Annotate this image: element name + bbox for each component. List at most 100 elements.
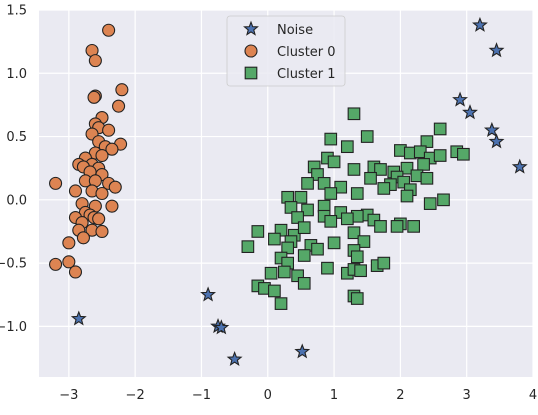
cluster-0-point [95, 186, 109, 201]
cluster-0-point [105, 199, 119, 213]
cluster-1-point [311, 242, 324, 256]
x-tick-label: −1 [192, 388, 211, 403]
cluster-0-point [112, 99, 126, 113]
noise-point [483, 121, 500, 137]
x-tick-label: 3 [463, 388, 471, 403]
cluster-1-point [407, 220, 420, 233]
cluster-1-point [433, 149, 447, 162]
cluster-1-point [350, 250, 364, 264]
cluster-1-point [377, 182, 391, 195]
cluster-1-point [377, 256, 391, 270]
cluster-0-point [108, 180, 122, 194]
x-axis-tick-labels: −3 −2 −1 0 1 2 3 4 [59, 388, 537, 403]
noise-point [472, 16, 488, 32]
x-tick-label: 0 [264, 388, 272, 403]
cluster-0-point [88, 54, 102, 68]
cluster-1-point [400, 189, 414, 203]
noise-point [213, 319, 230, 335]
cluster-1-point [420, 135, 434, 148]
legend-marker-cluster-1 [244, 66, 258, 80]
y-axis-tick-labels: −1.0 −0.5 0.0 0.5 1.0 1.5 [0, 4, 27, 335]
cluster-1-point [277, 265, 291, 279]
cluster-1-point [437, 193, 450, 207]
x-tick-label: 4 [529, 388, 537, 403]
noise-point [200, 286, 217, 302]
cluster-1-point [297, 249, 311, 262]
cluster-0-point [76, 231, 90, 245]
cluster-0-point [115, 83, 129, 97]
cluster-1-point [397, 175, 411, 189]
legend-label: Cluster 0 [277, 45, 336, 60]
noise-point [452, 91, 468, 107]
cluster-1-point [241, 240, 255, 254]
cluster-1-point [360, 130, 374, 143]
cluster-0-point [87, 90, 101, 104]
y-tick-label: −1.0 [0, 320, 27, 335]
cluster-0-point [95, 224, 109, 239]
y-tick-label: 0.0 [6, 193, 27, 208]
legend-label: Cluster 1 [277, 67, 336, 82]
cluster-1-point [364, 171, 377, 185]
noise-point [488, 42, 505, 58]
legend: Noise Cluster 0 Cluster 1 [226, 15, 346, 87]
cluster-1-point [350, 187, 364, 200]
noise-point [226, 350, 243, 367]
cluster-1-point [324, 214, 338, 228]
cluster-0-point [102, 123, 116, 137]
cluster-0-point [62, 236, 76, 250]
data-points [49, 16, 528, 367]
cluster-1-point [297, 277, 311, 290]
cluster-1-point [274, 223, 288, 237]
cluster-1-point [317, 177, 331, 190]
cluster-0-point [105, 142, 119, 156]
cluster-1-point [311, 168, 324, 181]
legend-marker-cluster-0 [244, 44, 258, 58]
noise-point [70, 310, 87, 326]
cluster-0-point [49, 257, 63, 271]
cluster-1-point [297, 221, 311, 235]
cluster-1-point [268, 284, 281, 298]
cluster-1-point [420, 171, 434, 185]
x-tick-label: 1 [330, 388, 338, 403]
cluster-0-point [62, 255, 76, 269]
noise-point [462, 104, 478, 120]
cluster-1-point [274, 297, 288, 310]
y-tick-label: 1.5 [6, 4, 27, 19]
cluster-1-point [457, 147, 470, 161]
cluster-1-point [354, 264, 367, 278]
cluster-1-point [301, 203, 314, 217]
cluster-1-point [390, 220, 404, 233]
cluster-1-point [327, 236, 341, 250]
cluster-0-point [49, 176, 63, 190]
cluster-1-point [251, 225, 265, 238]
cluster-1-point [340, 140, 354, 154]
x-tick-label: −2 [126, 388, 145, 403]
cluster-1-point [268, 232, 281, 246]
y-tick-label: 0.5 [6, 130, 27, 145]
cluster-1-point [400, 161, 414, 175]
cluster-1-point [374, 220, 387, 233]
cluster-1-point [347, 163, 361, 176]
cluster-1-point [347, 107, 361, 121]
cluster-1-point [281, 241, 295, 255]
cluster-1-point [423, 197, 437, 210]
cluster-1-point [301, 177, 314, 190]
cluster-1-point [340, 212, 354, 226]
cluster-1-point [294, 190, 308, 204]
y-tick-label: 1.0 [6, 67, 27, 82]
cluster-1-point [347, 226, 361, 240]
cluster-1-point [264, 266, 278, 280]
cluster-1-point [350, 292, 364, 305]
cluster-1-point [324, 187, 338, 200]
cluster-1-point [417, 158, 430, 171]
y-tick-label: −0.5 [0, 257, 27, 272]
noise-point [488, 133, 505, 149]
cluster-1-point [291, 211, 304, 224]
cluster-1-point [433, 122, 447, 136]
noise-point [511, 158, 528, 174]
cluster-1-point [327, 155, 341, 169]
cluster-0-point [95, 148, 109, 163]
cluster-1-point [291, 269, 304, 283]
cluster-0-point [68, 265, 83, 279]
